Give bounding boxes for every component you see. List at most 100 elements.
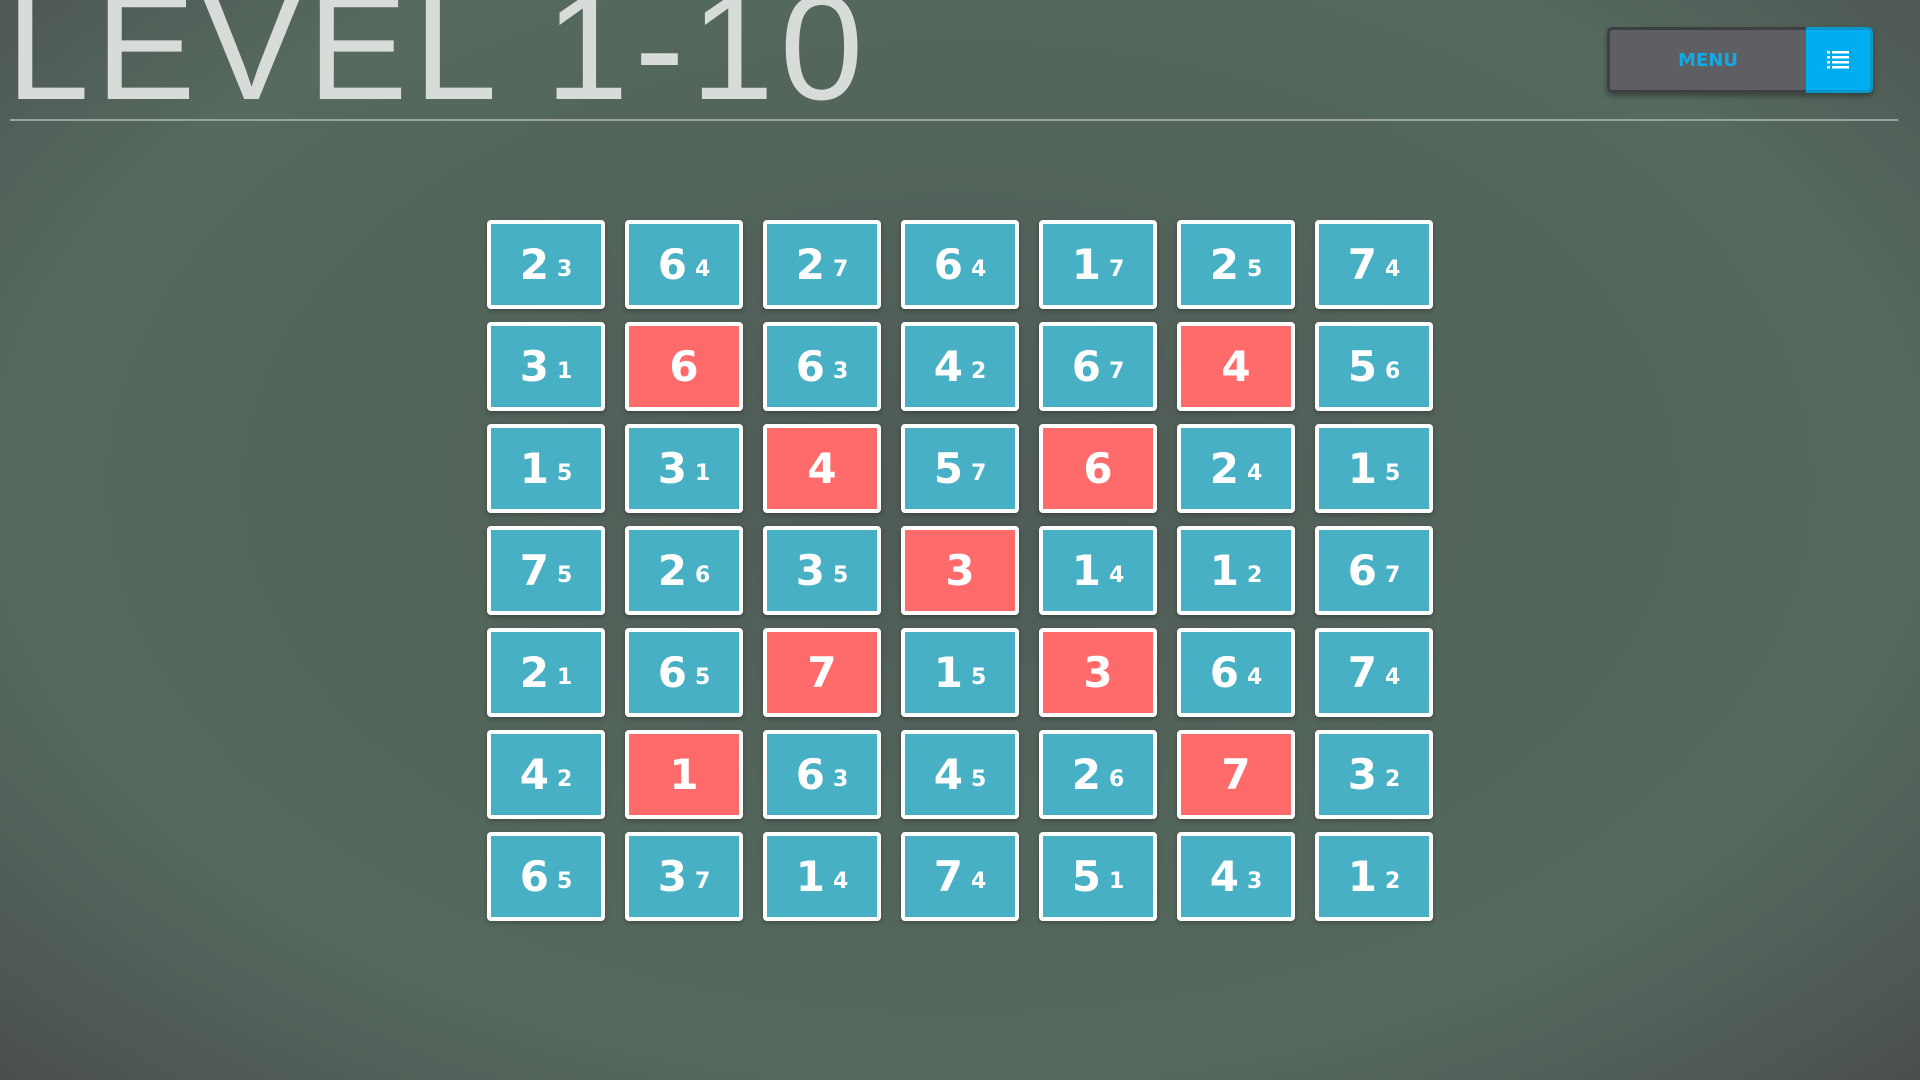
- tile-subvalue: 1: [556, 359, 573, 384]
- tile-subvalue: 7: [832, 257, 849, 282]
- tile-subvalue: 1: [694, 461, 711, 486]
- tile-subvalue: 4: [1246, 461, 1263, 486]
- tile-value: 5: [1347, 342, 1377, 391]
- tile-subvalue: 4: [832, 869, 849, 894]
- tile-value: 6: [795, 342, 825, 391]
- tile-subvalue: 1: [1108, 869, 1125, 894]
- tile-subvalue: 5: [970, 665, 987, 690]
- tile-highlighted[interactable]: 6: [1039, 424, 1157, 513]
- tile-value: 3: [1347, 750, 1377, 799]
- tile-highlighted[interactable]: 3: [901, 526, 1019, 615]
- header-divider: [10, 119, 1898, 121]
- tile-value: 2: [657, 546, 687, 595]
- tile-subvalue: 4: [1108, 563, 1125, 588]
- tile-value: 6: [1347, 546, 1377, 595]
- tile-subvalue: 2: [1384, 869, 1401, 894]
- tile-subvalue: 5: [832, 563, 849, 588]
- tile-highlighted[interactable]: 7: [1177, 730, 1295, 819]
- tile-highlighted[interactable]: 4: [1177, 322, 1295, 411]
- tile-value: 4: [1209, 852, 1239, 901]
- tile-value: 7: [1221, 750, 1251, 799]
- tile-value: 6: [1071, 342, 1101, 391]
- tile-value: 6: [1209, 648, 1239, 697]
- tile-value: 1: [1071, 240, 1101, 289]
- tile-value: 7: [933, 852, 963, 901]
- tile-highlighted[interactable]: 7: [763, 628, 881, 717]
- tile-highlighted[interactable]: 1: [625, 730, 743, 819]
- tile-subvalue: 4: [1246, 665, 1263, 690]
- tile-highlighted[interactable]: 6: [625, 322, 743, 411]
- tile-subvalue: 4: [1384, 257, 1401, 282]
- list-icon[interactable]: [1806, 27, 1873, 93]
- tile-value: 2: [1209, 240, 1239, 289]
- tile-value: 1: [669, 750, 699, 799]
- tile-subvalue: 4: [970, 257, 987, 282]
- tile-subvalue: 3: [556, 257, 573, 282]
- tile-subvalue: 5: [1246, 257, 1263, 282]
- tile-value: 3: [519, 342, 549, 391]
- tile-value: 7: [807, 648, 837, 697]
- menu-button[interactable]: MENU: [1607, 27, 1873, 93]
- tile-highlighted[interactable]: 3: [1039, 628, 1157, 717]
- tile-subvalue: 5: [1384, 461, 1401, 486]
- tile-value: 6: [519, 852, 549, 901]
- tile-subvalue: 5: [556, 461, 573, 486]
- tile-value: 3: [945, 546, 975, 595]
- tile-subvalue: 2: [1384, 767, 1401, 792]
- tile-value: 4: [807, 444, 837, 493]
- tile-subvalue: 3: [832, 767, 849, 792]
- tile-value: 4: [933, 342, 963, 391]
- tile-value: 6: [795, 750, 825, 799]
- tile-value: 4: [519, 750, 549, 799]
- tile-subvalue: 4: [694, 257, 711, 282]
- tile-value: 1: [933, 648, 963, 697]
- tile-highlighted[interactable]: 4: [763, 424, 881, 513]
- tile-subvalue: 7: [1384, 563, 1401, 588]
- tile-subvalue: 4: [970, 869, 987, 894]
- tile-value: 2: [795, 240, 825, 289]
- tile-value: 1: [1347, 444, 1377, 493]
- tile-value: 6: [657, 648, 687, 697]
